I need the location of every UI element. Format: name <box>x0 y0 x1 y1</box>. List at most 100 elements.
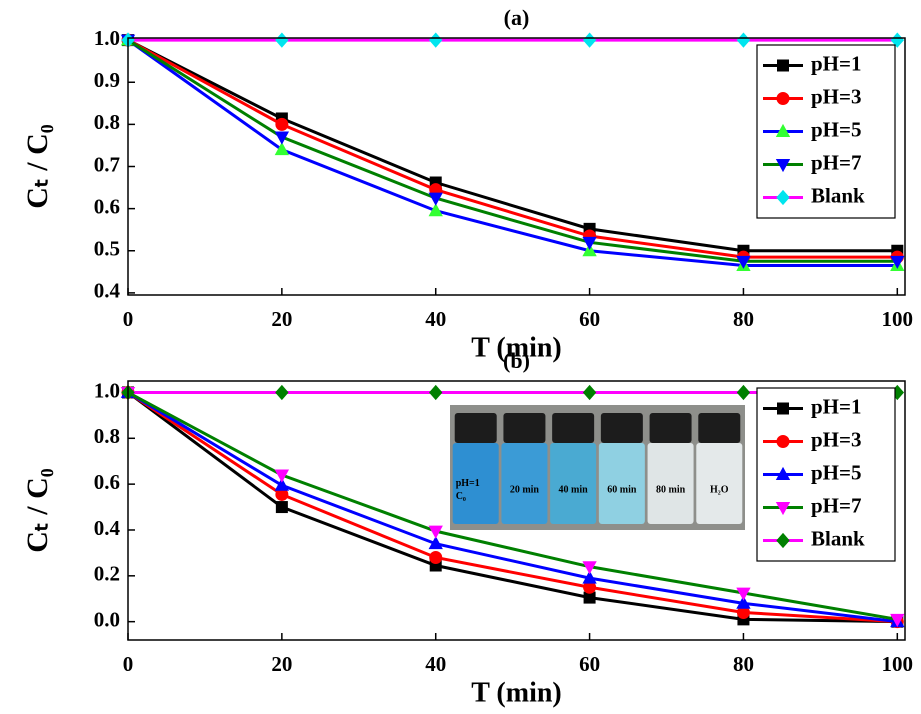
plot-frame <box>127 37 906 296</box>
y-tick-label: 0.8 <box>94 424 120 448</box>
data-point <box>428 192 443 206</box>
data-point <box>274 469 290 483</box>
legend-marker <box>777 59 789 72</box>
series-line <box>127 38 898 253</box>
legend-label: pH=7 <box>811 493 861 517</box>
data-point <box>582 236 597 250</box>
x-tick-label: 0 <box>123 652 134 676</box>
data-point <box>275 32 289 48</box>
inset-label: H₂O <box>710 484 729 495</box>
y-tick-label: 1.0 <box>94 378 120 402</box>
series-line <box>127 391 898 624</box>
data-point <box>582 570 597 584</box>
y-axis-label: Cₜ / C₀ <box>21 124 54 209</box>
inset-label: 60 min <box>607 484 637 495</box>
legend-marker <box>776 435 790 448</box>
vial-body <box>550 443 597 524</box>
data-point <box>428 525 443 539</box>
y-tick-label: 0.9 <box>94 68 120 92</box>
legend-label: pH=7 <box>811 150 861 174</box>
legend-marker <box>775 123 791 137</box>
y-tick-label: 0.4 <box>94 516 121 540</box>
y-tick-label: 0.8 <box>94 110 120 134</box>
data-point <box>736 32 751 48</box>
vial-cap <box>503 413 546 443</box>
inset-label: 20 min <box>510 484 540 495</box>
vial-body <box>598 443 645 524</box>
plot-frame <box>127 380 906 641</box>
x-tick-label: 100 <box>882 652 914 676</box>
legend-label: pH=1 <box>811 394 861 418</box>
data-point <box>274 477 290 491</box>
series-line <box>127 38 898 263</box>
data-point <box>428 203 443 217</box>
data-point <box>736 384 751 401</box>
data-point <box>890 613 905 628</box>
legend-label: pH=5 <box>811 460 861 484</box>
vial-body <box>647 443 694 524</box>
x-tick-label: 80 <box>733 652 754 676</box>
inset-label: pH=1 <box>456 478 480 489</box>
y-tick-label: 0.6 <box>94 470 120 494</box>
legend-marker <box>775 502 791 516</box>
legend-marker <box>777 402 789 415</box>
legend-label: Blank <box>811 183 865 207</box>
x-tick-label: 80 <box>733 307 754 331</box>
x-tick-label: 40 <box>425 307 446 331</box>
legend-label: Blank <box>811 526 865 550</box>
legend-label: pH=3 <box>811 84 861 108</box>
x-axis-label: T (min) <box>471 677 562 708</box>
series-line <box>127 38 898 268</box>
data-point <box>582 384 597 401</box>
legend-marker <box>776 92 790 105</box>
y-tick-label: 0.6 <box>94 194 120 218</box>
data-point <box>736 595 751 609</box>
series-line <box>127 38 898 259</box>
data-point <box>582 32 597 48</box>
data-point <box>429 550 443 564</box>
data-point <box>429 32 443 48</box>
x-axis-label: T (min) <box>471 332 562 363</box>
x-tick-label: 0 <box>123 307 134 331</box>
vial-body <box>501 443 548 524</box>
vial-cap <box>698 413 741 443</box>
vial-cap <box>552 413 595 443</box>
legend-label: pH=3 <box>811 427 861 451</box>
data-point <box>429 384 443 401</box>
legend-marker <box>775 466 791 480</box>
data-point <box>274 142 290 156</box>
legend-marker <box>776 532 790 549</box>
vial-cap <box>649 413 692 443</box>
x-tick-label: 20 <box>271 307 292 331</box>
vial-body <box>452 443 499 524</box>
vial-cap <box>600 413 643 443</box>
x-tick-label: 60 <box>579 307 600 331</box>
inset-photo <box>450 405 745 530</box>
inset-label: 80 min <box>656 484 686 495</box>
y-tick-label: 0.0 <box>94 607 120 631</box>
series-line <box>127 391 898 624</box>
data-point <box>890 255 905 269</box>
data-point <box>275 501 288 514</box>
x-tick-label: 100 <box>882 307 914 331</box>
data-point <box>736 255 751 269</box>
data-point <box>275 384 289 401</box>
data-point <box>736 587 751 601</box>
x-tick-label: 60 <box>579 652 600 676</box>
vial-cap <box>454 413 497 443</box>
legend-marker <box>776 189 790 206</box>
vial-body <box>696 443 743 524</box>
legend-label: pH=5 <box>811 117 861 141</box>
series-line <box>127 391 898 621</box>
data-point <box>274 131 290 145</box>
x-tick-label: 20 <box>271 652 292 676</box>
series-line <box>127 391 898 624</box>
x-tick-label: 40 <box>425 652 446 676</box>
chart-title: (a) <box>504 5 530 30</box>
data-point <box>428 536 443 550</box>
inset-label: C₀ <box>456 491 466 502</box>
y-tick-label: 1.0 <box>94 26 120 50</box>
data-point <box>582 561 597 575</box>
legend-marker <box>775 159 791 173</box>
